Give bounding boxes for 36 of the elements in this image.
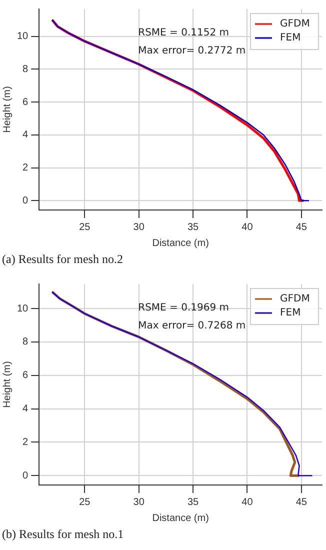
y-tick-label: 8 — [22, 64, 29, 75]
y-tick-label: 4 — [22, 404, 29, 415]
legend-label: FEM — [280, 32, 301, 44]
annotation: RSME = 0.1969 m — [138, 302, 230, 314]
y-tick-label: 10 — [17, 31, 29, 42]
text: (b) Results for mesh no.1 — [2, 527, 124, 542]
x-tick-label: 40 — [242, 222, 254, 233]
y-axis-title: Height (m) — [2, 86, 13, 133]
y-tick-label: 0 — [22, 195, 29, 206]
text: (a) Results for mesh no.2 — [2, 252, 123, 267]
y-tick-label: 6 — [22, 96, 29, 108]
legend-label: FEM — [280, 308, 301, 319]
x-tick-label: 35 — [187, 222, 200, 233]
y-axis-title: Height (m) — [2, 361, 13, 408]
y-tick-label: 10 — [17, 303, 29, 314]
x-tick-label: 35 — [187, 496, 200, 508]
x-tick-label: 30 — [133, 222, 145, 233]
x-tick-label: 40 — [242, 496, 254, 508]
y-tick-label: 8 — [22, 336, 29, 348]
y-tick-label: 2 — [22, 436, 29, 448]
y-tick-label: 6 — [22, 370, 29, 382]
annotation: Max error= 0.7268 m — [138, 320, 246, 332]
x-tick-label: 25 — [79, 496, 91, 508]
y-tick-label: 4 — [22, 130, 29, 141]
x-axis-title: Distance (m) — [152, 238, 209, 249]
x-tick-label: 30 — [133, 496, 145, 508]
annotation: Max error= 0.2772 m — [138, 46, 246, 57]
x-tick-label: 25 — [79, 222, 91, 233]
x-axis-title: Distance (m) — [152, 512, 209, 524]
legend-label: GFDM — [280, 18, 310, 30]
x-tick-label: 45 — [296, 496, 308, 508]
legend-label: GFDM — [280, 294, 310, 305]
annotation: RSME = 0.1152 m — [138, 28, 230, 39]
x-tick-label: 45 — [296, 222, 308, 233]
y-tick-label: 2 — [22, 162, 29, 174]
y-tick-label: 0 — [22, 470, 29, 482]
